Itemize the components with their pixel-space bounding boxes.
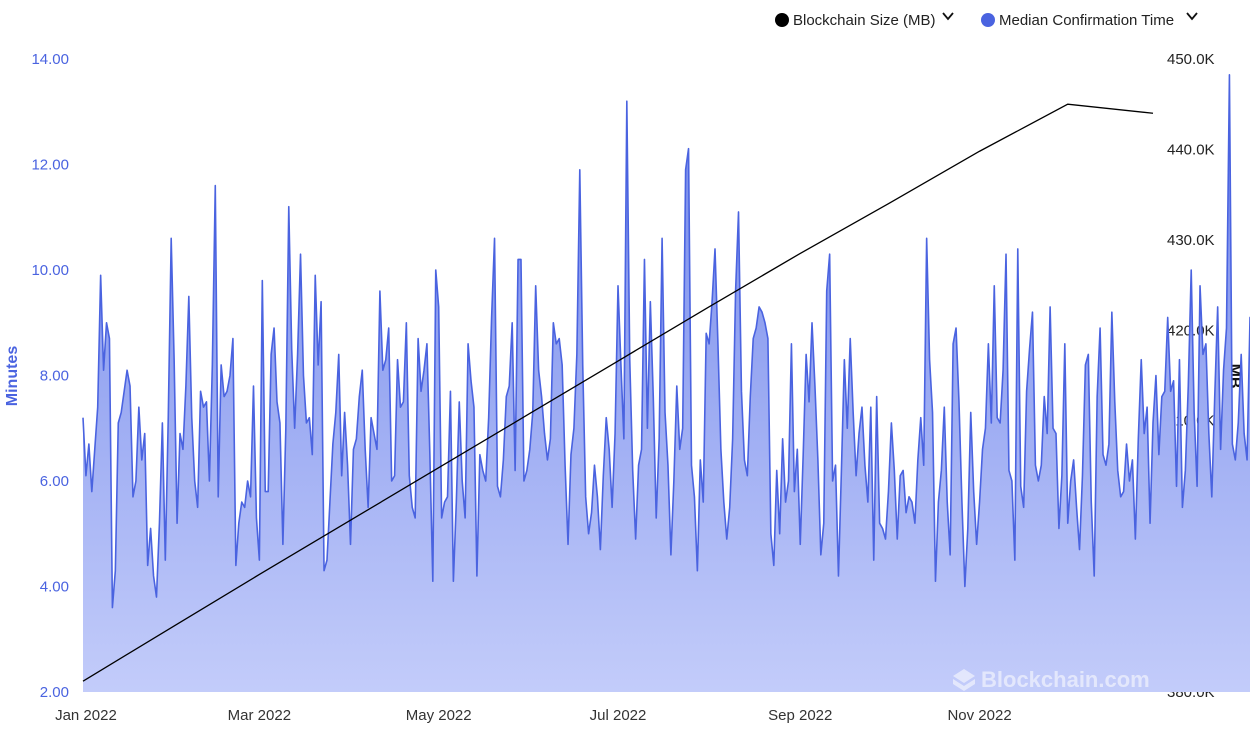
- y-left-tick-label: 8.00: [40, 368, 69, 385]
- watermark-text: Blockchain.com: [981, 667, 1150, 692]
- y-left-tick-label: 2.00: [40, 684, 69, 701]
- watermark: Blockchain.com: [953, 667, 1150, 692]
- blockchain-logo-icon: [953, 669, 975, 691]
- x-tick-label: Jan 2022: [55, 707, 117, 724]
- x-tick-label: May 2022: [406, 707, 472, 724]
- legend-item-blockchain-size[interactable]: Blockchain Size (MB): [775, 12, 954, 29]
- line-blockchain-size: [82, 103, 1154, 682]
- area-fill-median-confirmation-time: [83, 74, 1250, 692]
- y-axis-left-title: Minutes: [4, 346, 21, 407]
- y-left-tick-label: 6.00: [40, 473, 69, 490]
- legend-swatch-blockchain-size: [775, 13, 789, 27]
- x-tick-label: Nov 2022: [947, 707, 1011, 724]
- series-median-confirmation-time: [82, 74, 1250, 692]
- y-left-tick-label: 14.00: [31, 51, 69, 68]
- y-left-tick-label: 12.00: [31, 157, 69, 174]
- y-right-tick-label: 450.0K: [1167, 51, 1215, 68]
- y-right-tick-label: 430.0K: [1167, 232, 1215, 249]
- x-tick-label: Jul 2022: [590, 707, 647, 724]
- legend-swatch-median-confirmation-time: [981, 13, 995, 27]
- chevron-down-icon[interactable]: [1186, 12, 1198, 21]
- legend: Blockchain Size (MB) Median Confirmation…: [775, 12, 1198, 29]
- x-tick-label: Mar 2022: [228, 707, 291, 724]
- x-tick-label: Sep 2022: [768, 707, 832, 724]
- y-axis-left-ticks: 2.00 4.00 6.00 8.00 10.00 12.00 14.00: [31, 51, 69, 701]
- line-median-confirmation-time: [82, 74, 1250, 609]
- chevron-down-icon[interactable]: [942, 12, 954, 21]
- legend-item-median-confirmation-time[interactable]: Median Confirmation Time: [981, 12, 1198, 29]
- y-left-tick-label: 4.00: [40, 579, 69, 596]
- series-blockchain-size: [82, 103, 1154, 682]
- legend-label-median-confirmation-time: Median Confirmation Time: [999, 12, 1174, 29]
- y-left-tick-label: 10.00: [31, 262, 69, 279]
- y-right-tick-label: 440.0K: [1167, 141, 1215, 158]
- x-axis-ticks: Jan 2022 Mar 2022 May 2022 Jul 2022 Sep 2022…: [55, 707, 1012, 724]
- legend-label-blockchain-size: Blockchain Size (MB): [793, 12, 936, 29]
